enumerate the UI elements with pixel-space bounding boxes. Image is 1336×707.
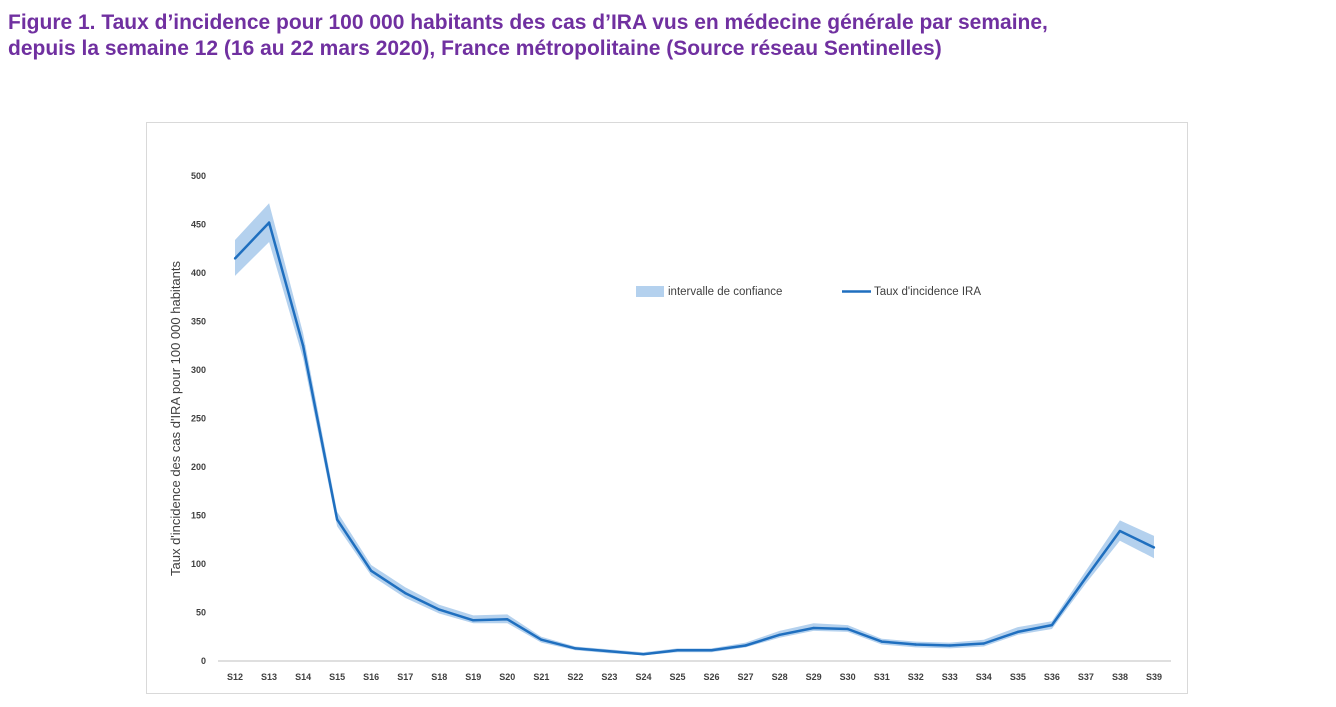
x-tick-label: S23	[601, 672, 617, 682]
incidence-point-S31	[880, 640, 883, 643]
y-tick-label: 0	[201, 656, 206, 666]
incidence-point-S27	[744, 644, 747, 647]
incidence-line-chart: 0 50 100 150 200 250 300 350 400 450 500 S12 S13 S14 S…	[168, 171, 1171, 682]
figure-title-line-1: Figure 1. Taux d’incidence pour 100 000 …	[8, 11, 1048, 34]
incidence-point-S34	[982, 642, 986, 645]
x-tick-label: S17	[397, 672, 413, 682]
incidence-point-S20	[506, 618, 509, 621]
x-tick-label: S32	[908, 672, 924, 682]
x-tick-label: S16	[363, 672, 379, 682]
y-tick-label: 100	[191, 559, 206, 569]
y-axis-label: Taux d'incidence des cas d'IRA pour 100 …	[168, 260, 183, 576]
confidence-band	[235, 203, 1154, 656]
figure-title: Figure 1. Taux d’incidence pour 100 000 …	[8, 10, 1333, 62]
legend-label-band: intervalle de confiance	[668, 286, 782, 298]
incidence-point-S17	[403, 591, 407, 595]
legend-label-line: Taux d'incidence IRA	[874, 286, 981, 298]
incidence-point-S30	[846, 627, 849, 631]
y-tick-label: 450	[191, 220, 206, 230]
incidence-point-S15	[335, 518, 339, 521]
incidence-point-S39	[1152, 546, 1156, 549]
x-tick-label: S20	[499, 672, 515, 682]
incidence-point-S24	[642, 653, 645, 656]
incidence-point-S36	[1050, 623, 1054, 627]
x-tick-label: S19	[465, 672, 481, 682]
incidence-point-S19	[472, 619, 475, 622]
x-tick-label: S33	[942, 672, 958, 682]
x-tick-label: S37	[1078, 672, 1094, 682]
incidence-point-S33	[948, 644, 951, 647]
legend-swatch-band	[636, 286, 664, 297]
x-tick-label: S22	[567, 672, 583, 682]
incidence-point-S26	[710, 649, 713, 652]
x-tick-label: S18	[431, 672, 447, 682]
y-tick-label: 200	[191, 462, 206, 472]
chart-frame: 0 50 100 150 200 250 300 350 400 450 500 S12 S13 S14 S…	[146, 122, 1188, 694]
x-tick-label: S12	[227, 672, 243, 682]
x-tick-label: S36	[1044, 672, 1060, 682]
figure-title-line-2: depuis la semaine 12 (16 au 22 mars 2020…	[8, 37, 942, 60]
incidence-point-S37	[1084, 576, 1088, 579]
x-tick-label: S24	[635, 672, 651, 682]
incidence-point-S35	[1016, 630, 1020, 634]
incidence-point-S32	[914, 643, 917, 646]
incidence-series-line	[234, 221, 1155, 656]
incidence-point-S22	[574, 647, 577, 650]
y-tick-label: 50	[196, 608, 206, 618]
incidence-point-S14	[301, 344, 305, 347]
x-tick-label: S39	[1146, 672, 1162, 682]
y-tick-label: 400	[191, 268, 206, 278]
x-tick-label: S25	[669, 672, 685, 682]
x-tick-label: S26	[704, 672, 720, 682]
x-tick-label: S13	[261, 672, 277, 682]
x-tick-label: S15	[329, 672, 345, 682]
incidence-point-S28	[778, 633, 781, 637]
x-tick-label: S34	[976, 672, 992, 682]
incidence-point-S13	[267, 221, 271, 224]
x-tick-label: S30	[840, 672, 856, 682]
x-tick-label: S38	[1112, 672, 1128, 682]
incidence-point-S38	[1118, 529, 1122, 533]
incidence-point-S21	[540, 638, 543, 641]
x-tick-label: S29	[806, 672, 822, 682]
x-tick-label: S31	[874, 672, 890, 682]
incidence-point-S12	[233, 257, 237, 260]
x-tick-label: S21	[533, 672, 549, 682]
x-tick-label: S27	[738, 672, 754, 682]
incidence-point-S16	[369, 569, 373, 572]
incidence-point-S29	[812, 626, 815, 630]
y-tick-label: 500	[191, 171, 206, 181]
y-tick-label: 250	[191, 414, 206, 424]
y-tick-label: 300	[191, 365, 206, 375]
y-tick-label: 150	[191, 511, 206, 521]
x-tick-label: S35	[1010, 672, 1026, 682]
incidence-point-S18	[438, 608, 441, 611]
y-tick-label: 350	[191, 317, 206, 327]
x-tick-label: S28	[772, 672, 788, 682]
incidence-point-S23	[608, 650, 611, 653]
x-tick-label: S14	[295, 672, 311, 682]
incidence-point-S25	[676, 649, 679, 652]
